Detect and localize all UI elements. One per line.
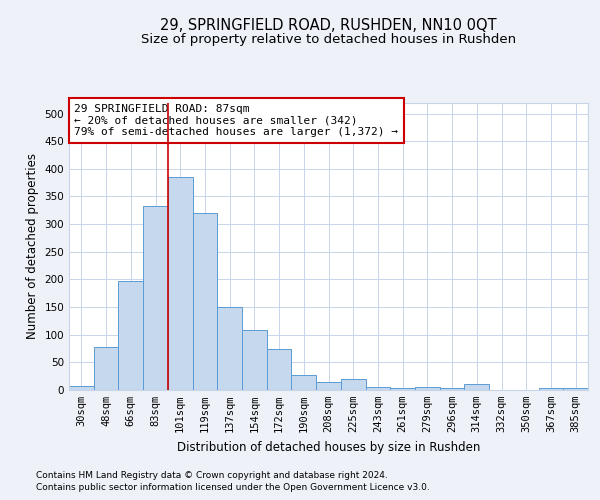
Bar [440,388,464,390]
Bar [94,347,118,390]
Bar [292,374,316,390]
Text: Contains HM Land Registry data © Crown copyright and database right 2024.: Contains HM Land Registry data © Crown c… [36,472,388,480]
Bar [539,388,563,390]
Bar [193,213,217,390]
Bar [563,388,588,390]
Bar [341,380,365,390]
Text: Size of property relative to detached houses in Rushden: Size of property relative to detached ho… [141,32,517,46]
Bar [143,206,168,390]
Text: 29, SPRINGFIELD ROAD, RUSHDEN, NN10 0QT: 29, SPRINGFIELD ROAD, RUSHDEN, NN10 0QT [160,18,497,32]
Bar [118,281,143,390]
Bar [168,176,193,390]
Text: Contains public sector information licensed under the Open Government Licence v3: Contains public sector information licen… [36,482,430,492]
Bar [242,330,267,390]
Y-axis label: Number of detached properties: Number of detached properties [26,153,39,340]
Bar [217,307,242,390]
Bar [415,387,440,390]
Text: Distribution of detached houses by size in Rushden: Distribution of detached houses by size … [177,441,481,454]
Bar [267,349,292,390]
Bar [316,382,341,390]
Bar [464,384,489,390]
Bar [390,388,415,390]
Bar [365,386,390,390]
Bar [69,386,94,390]
Text: 29 SPRINGFIELD ROAD: 87sqm
← 20% of detached houses are smaller (342)
79% of sem: 29 SPRINGFIELD ROAD: 87sqm ← 20% of deta… [74,104,398,137]
